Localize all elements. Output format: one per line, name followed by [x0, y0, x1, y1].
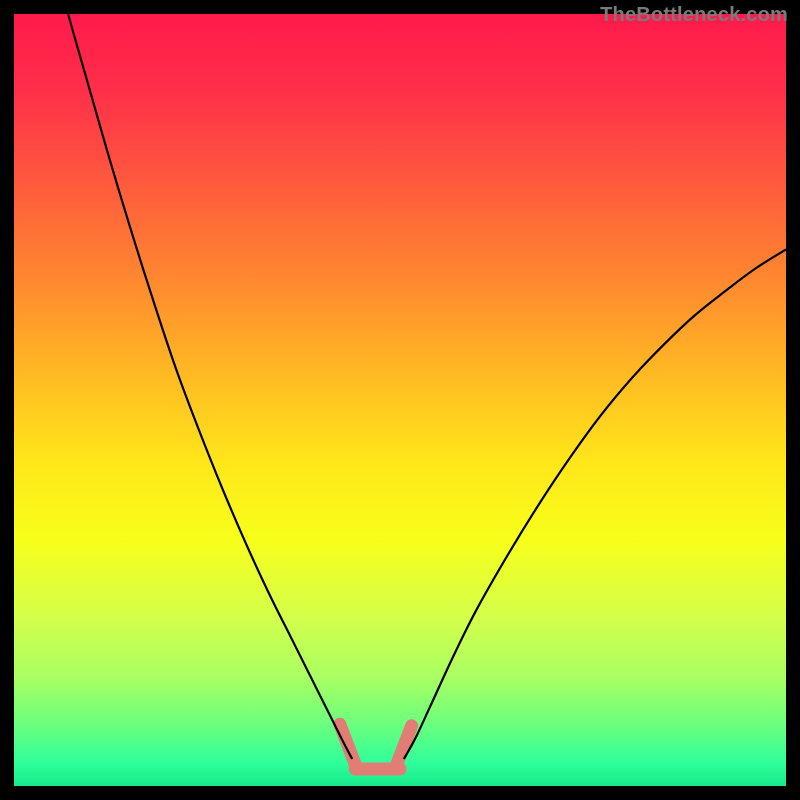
- chart-frame: [0, 0, 800, 800]
- bottleneck-curve-chart: [0, 0, 800, 800]
- plot-background: [14, 14, 786, 786]
- watermark-text: TheBottleneck.com: [600, 4, 788, 27]
